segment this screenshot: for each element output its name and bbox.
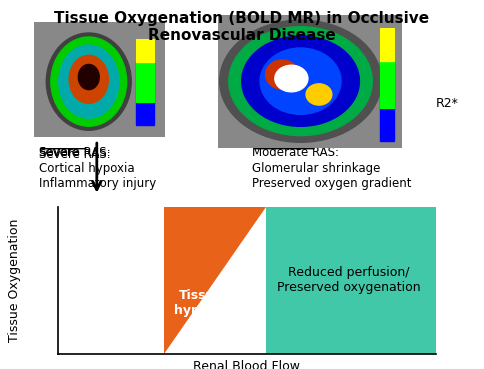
Ellipse shape	[59, 45, 119, 118]
Bar	[379, 28, 394, 141]
Text: Reduced perfusion/
Preserved oxygenation: Reduced perfusion/ Preserved oxygenation	[277, 266, 421, 294]
Ellipse shape	[46, 33, 131, 130]
X-axis label: Renal Blood Flow: Renal Blood Flow	[193, 360, 301, 369]
FancyBboxPatch shape	[266, 207, 436, 354]
Text: Severe RAS:: Severe RAS:	[39, 146, 110, 159]
Ellipse shape	[220, 20, 381, 142]
Text: Severe: Severe	[39, 146, 79, 159]
Bar	[379, 28, 394, 61]
Text: Tissue
hypoxia: Tissue hypoxia	[174, 289, 229, 317]
Text: Glomerular shrinkage
Preserved oxygen gradient: Glomerular shrinkage Preserved oxygen gr…	[252, 162, 411, 190]
Ellipse shape	[266, 60, 299, 89]
Ellipse shape	[242, 36, 360, 126]
Bar	[379, 61, 394, 108]
Text: Cortical hypoxia
Inflammatory injury: Cortical hypoxia Inflammatory injury	[39, 162, 156, 190]
Text: Severe RAS:: Severe RAS:	[39, 148, 110, 161]
Bar	[136, 39, 154, 62]
Text: Moderate RAS:: Moderate RAS:	[252, 146, 339, 159]
Text: Tissue Oxygenation (BOLD MR) in Occlusive Renovascular Disease: Tissue Oxygenation (BOLD MR) in Occlusiv…	[54, 11, 430, 44]
Text: Tissue Oxygenation: Tissue Oxygenation	[8, 219, 21, 342]
Ellipse shape	[306, 84, 332, 105]
Bar	[136, 39, 154, 125]
Ellipse shape	[229, 27, 372, 136]
Ellipse shape	[69, 55, 108, 103]
Ellipse shape	[51, 37, 127, 126]
Polygon shape	[164, 207, 266, 354]
Ellipse shape	[78, 65, 99, 90]
Ellipse shape	[260, 48, 341, 114]
Ellipse shape	[275, 65, 308, 92]
Bar	[136, 62, 154, 102]
Text: R2*: R2*	[436, 97, 458, 110]
